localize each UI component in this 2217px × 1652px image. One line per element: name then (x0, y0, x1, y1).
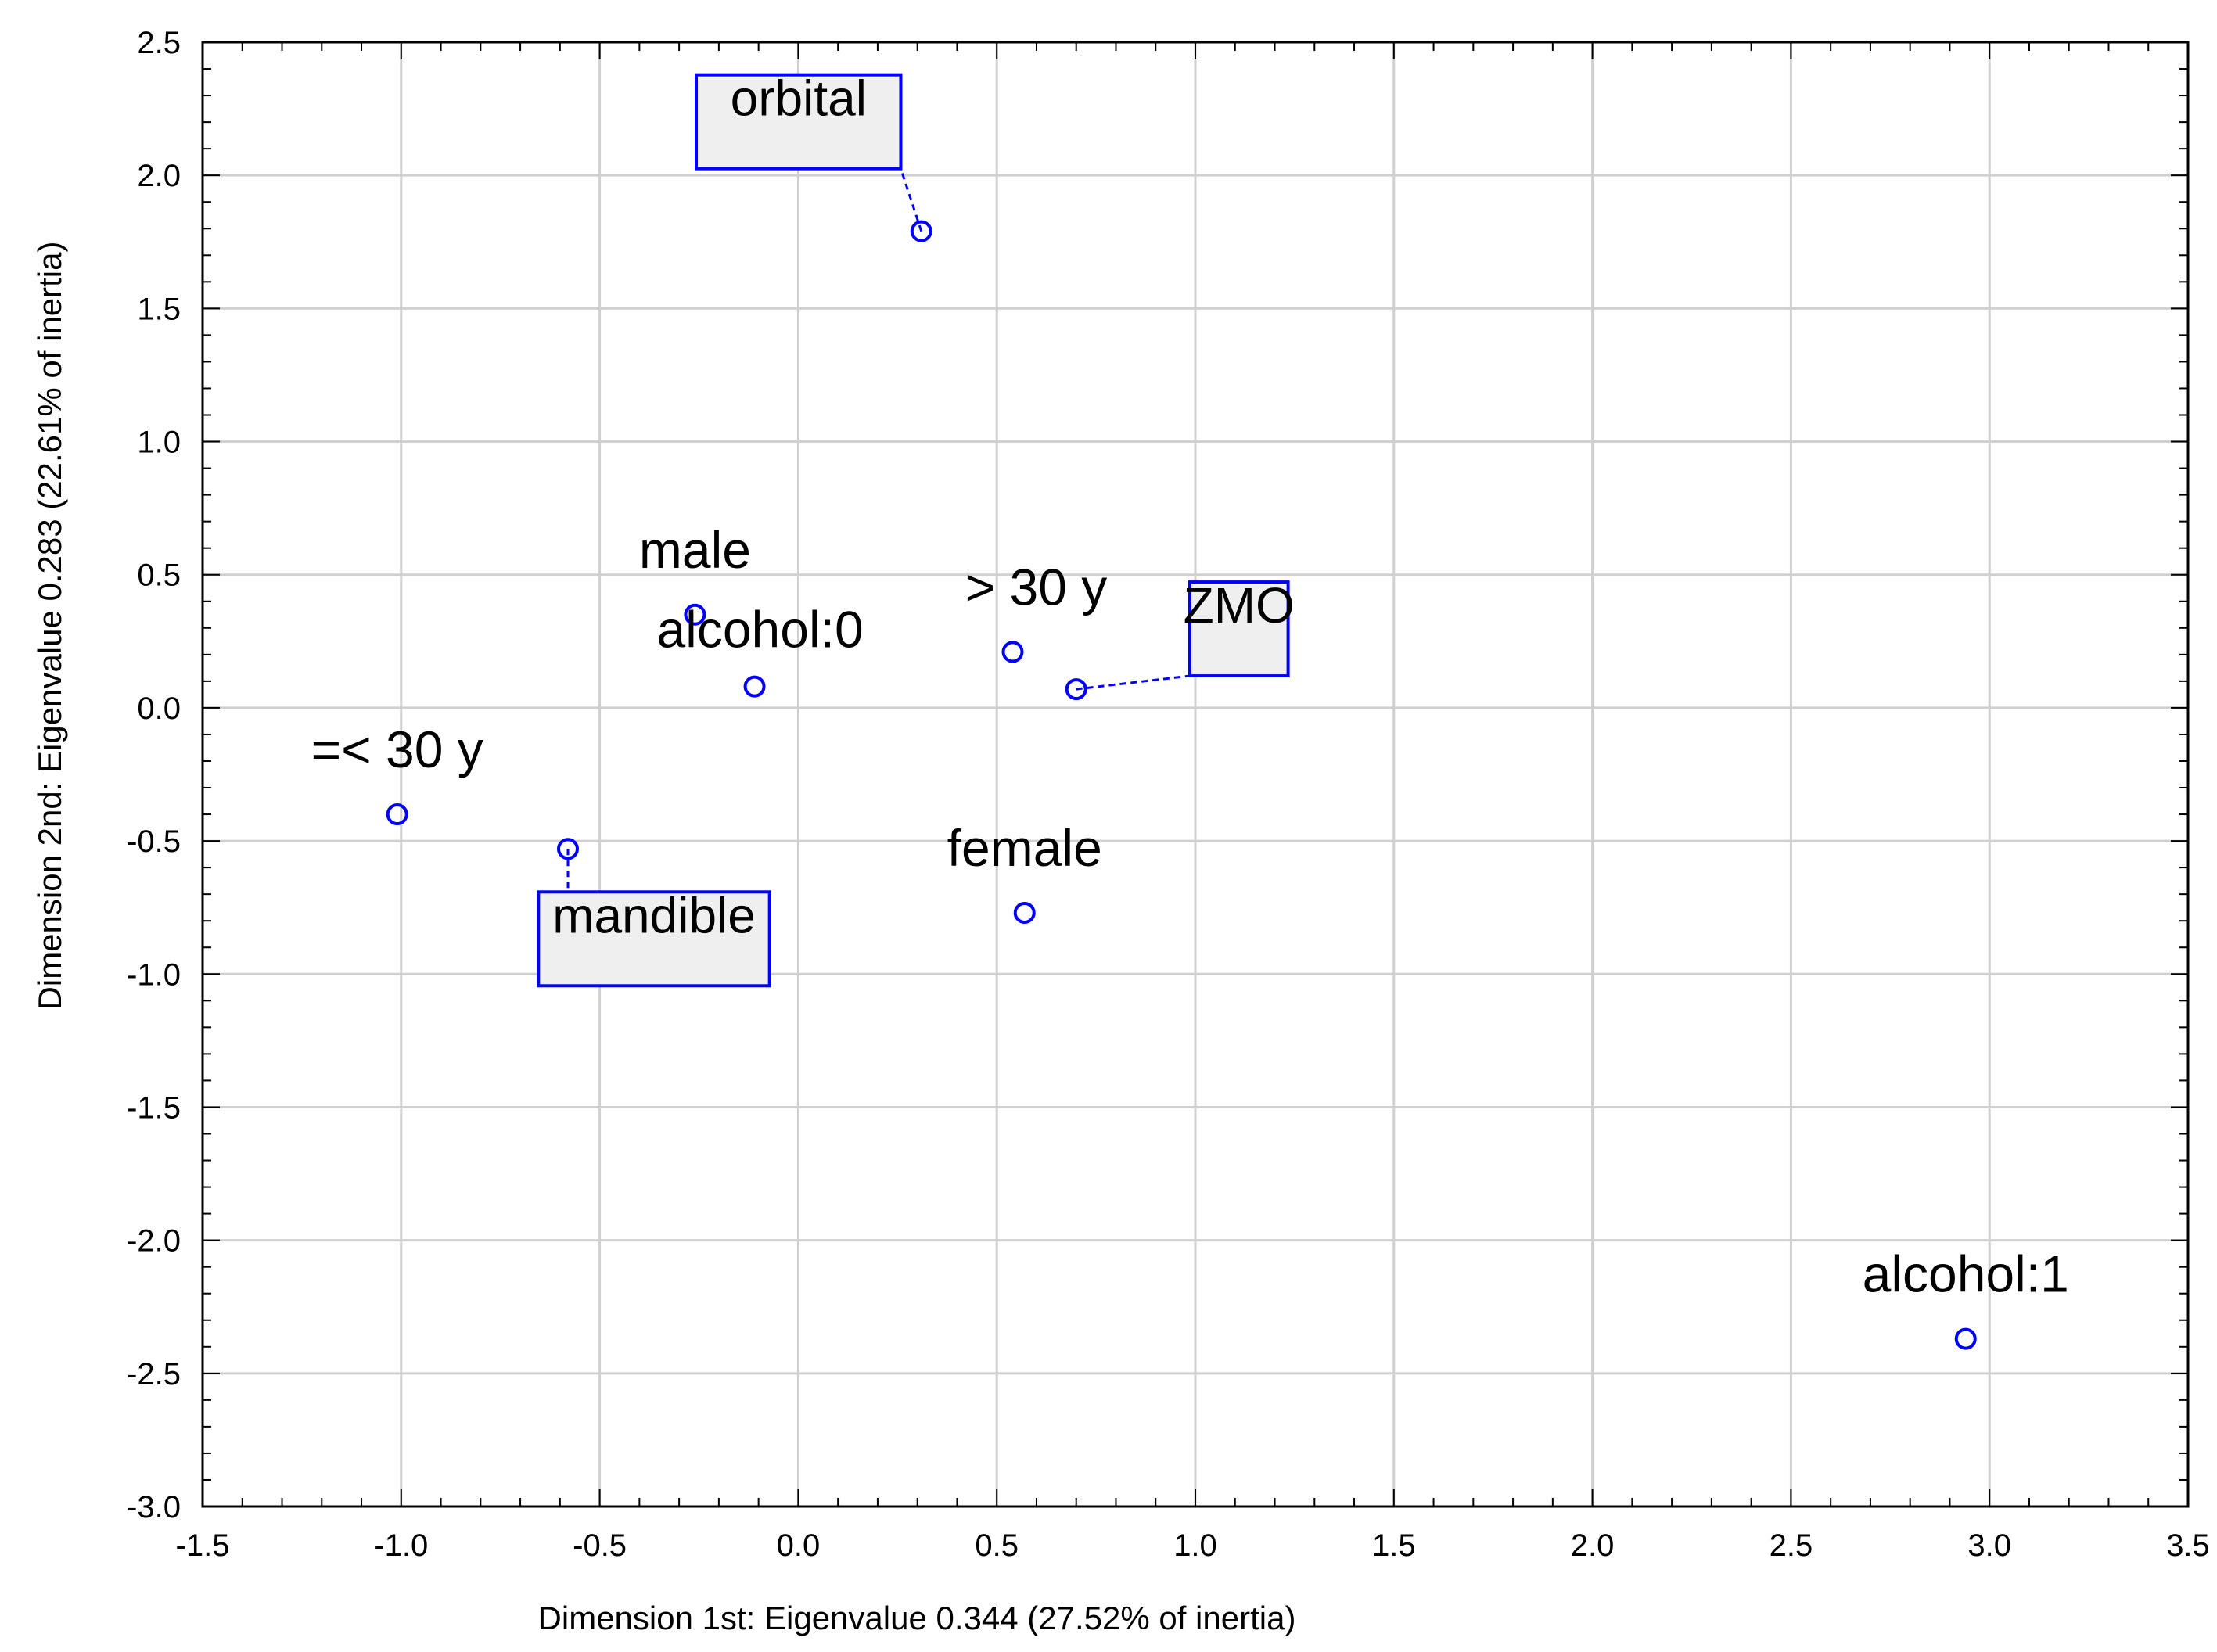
x-tick-label: 0.0 (777, 1528, 821, 1563)
y-tick-label: -1.0 (127, 957, 181, 992)
point-label: =< 30 y (311, 720, 483, 778)
point-label: mandible (552, 887, 756, 943)
y-tick-label: -2.0 (127, 1224, 181, 1259)
label-box (1188, 580, 1290, 678)
label-leader (1076, 674, 1191, 691)
data-point (386, 803, 408, 826)
data-point (1013, 901, 1036, 924)
data-point (743, 675, 766, 698)
x-tick-label: 3.5 (2166, 1528, 2210, 1563)
point-label: female (947, 819, 1102, 877)
point-label: alcohol:0 (656, 601, 863, 659)
point-label: orbital (731, 70, 867, 127)
data-point (1954, 1327, 1977, 1350)
y-tick-label: 2.5 (137, 26, 181, 60)
y-tick-label: -1.5 (127, 1090, 181, 1125)
x-tick-label: 1.0 (1173, 1528, 1217, 1563)
point-label: alcohol:1 (1863, 1245, 2069, 1303)
data-points (386, 220, 1977, 1350)
label-box (537, 890, 771, 988)
label-leaders (566, 168, 1191, 892)
y-axis-title: Dimension 2nd: Eigenvalue 0.283 (22.61% … (31, 242, 68, 1011)
x-axis-ticks: -1.5 -1.0 -0.5 0.0 0.5 1.0 1.5 2.0 2.5 3.0 3.5 (176, 1528, 2210, 1563)
x-tick-label: 0.5 (975, 1528, 1019, 1563)
label-leader (900, 168, 923, 232)
x-tick-label: 2.5 (1770, 1528, 1813, 1563)
x-tick-label: -0.5 (573, 1528, 627, 1563)
data-point (684, 603, 706, 626)
y-tick-label: 2.0 (137, 159, 181, 193)
point-label: ZMO (1184, 577, 1295, 634)
y-tick-label: 1.5 (137, 292, 181, 326)
y-tick-label: 0.0 (137, 691, 181, 726)
point-labels: orbital male alcohol:0 > 30 y ZMO =< 30 y mand… (311, 70, 2069, 1303)
point-label: > 30 y (965, 558, 1108, 616)
y-tick-label: -2.5 (127, 1357, 181, 1392)
y-tick-label: -3.0 (127, 1490, 181, 1525)
x-tick-label: 2.0 (1571, 1528, 1615, 1563)
y-tick-label: 1.0 (137, 426, 181, 460)
x-axis-title: Dimension 1st: Eigenvalue 0.344 (27.52% … (538, 1600, 1296, 1636)
x-tick-label: -1.5 (176, 1528, 230, 1563)
x-tick-label: 3.0 (1967, 1528, 2011, 1563)
x-tick-label: -1.0 (374, 1528, 428, 1563)
y-tick-label: -0.5 (127, 824, 181, 859)
gridlines (203, 42, 2188, 1507)
data-point (1065, 678, 1087, 701)
data-point (1001, 641, 1024, 663)
data-point (556, 838, 579, 860)
y-tick-label: 0.5 (137, 558, 181, 593)
label-box (695, 73, 903, 171)
y-axis-ticks: -3.0 -2.5 -2.0 -1.5 -1.0 -0.5 0.0 0.5 1.0 1.5 2.0 2… (127, 26, 181, 1525)
data-point (910, 220, 932, 242)
plot-frame (201, 41, 2190, 1508)
point-label: male (639, 521, 751, 579)
x-tick-label: 1.5 (1372, 1528, 1416, 1563)
